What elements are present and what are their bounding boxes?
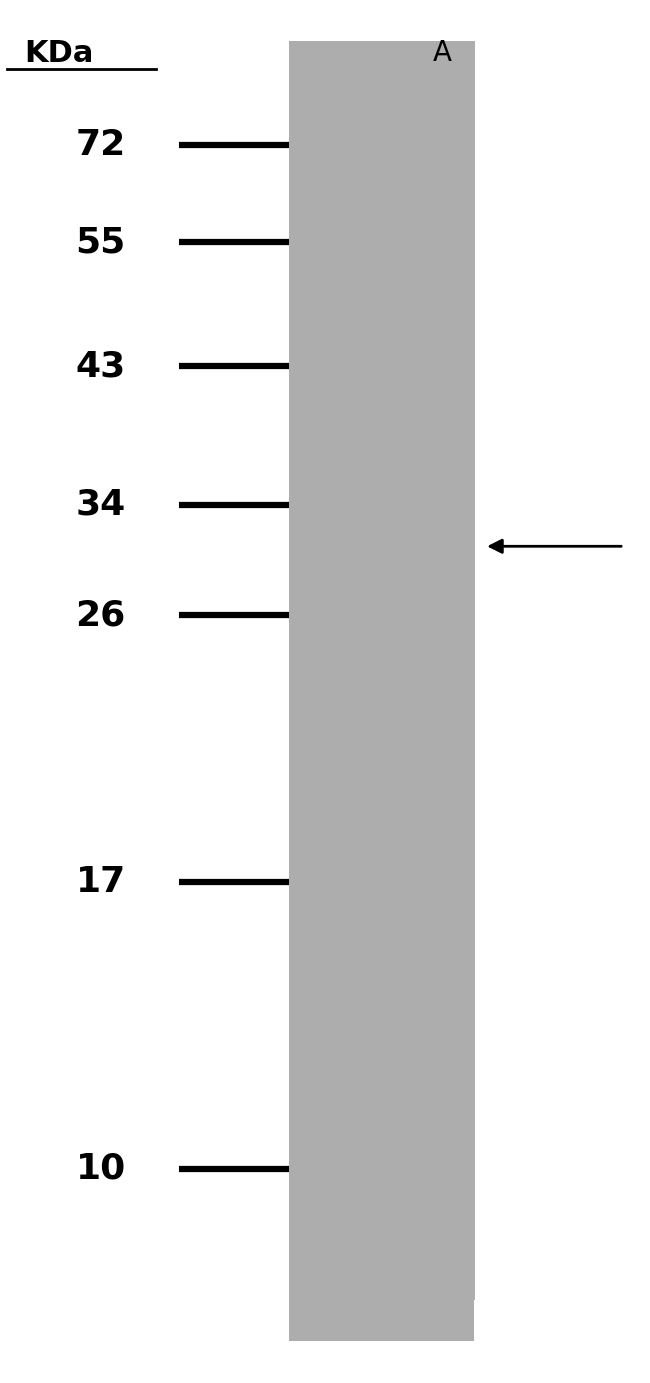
Bar [289,41,474,1300]
Text: KDa: KDa [24,39,93,68]
Text: 10: 10 [75,1152,126,1185]
Text: A: A [432,39,452,66]
Text: 72: 72 [75,129,126,162]
Text: 17: 17 [75,866,126,899]
Text: 34: 34 [75,488,126,521]
Text: 55: 55 [75,225,126,259]
Text: 26: 26 [75,599,126,632]
Text: 43: 43 [75,350,126,383]
